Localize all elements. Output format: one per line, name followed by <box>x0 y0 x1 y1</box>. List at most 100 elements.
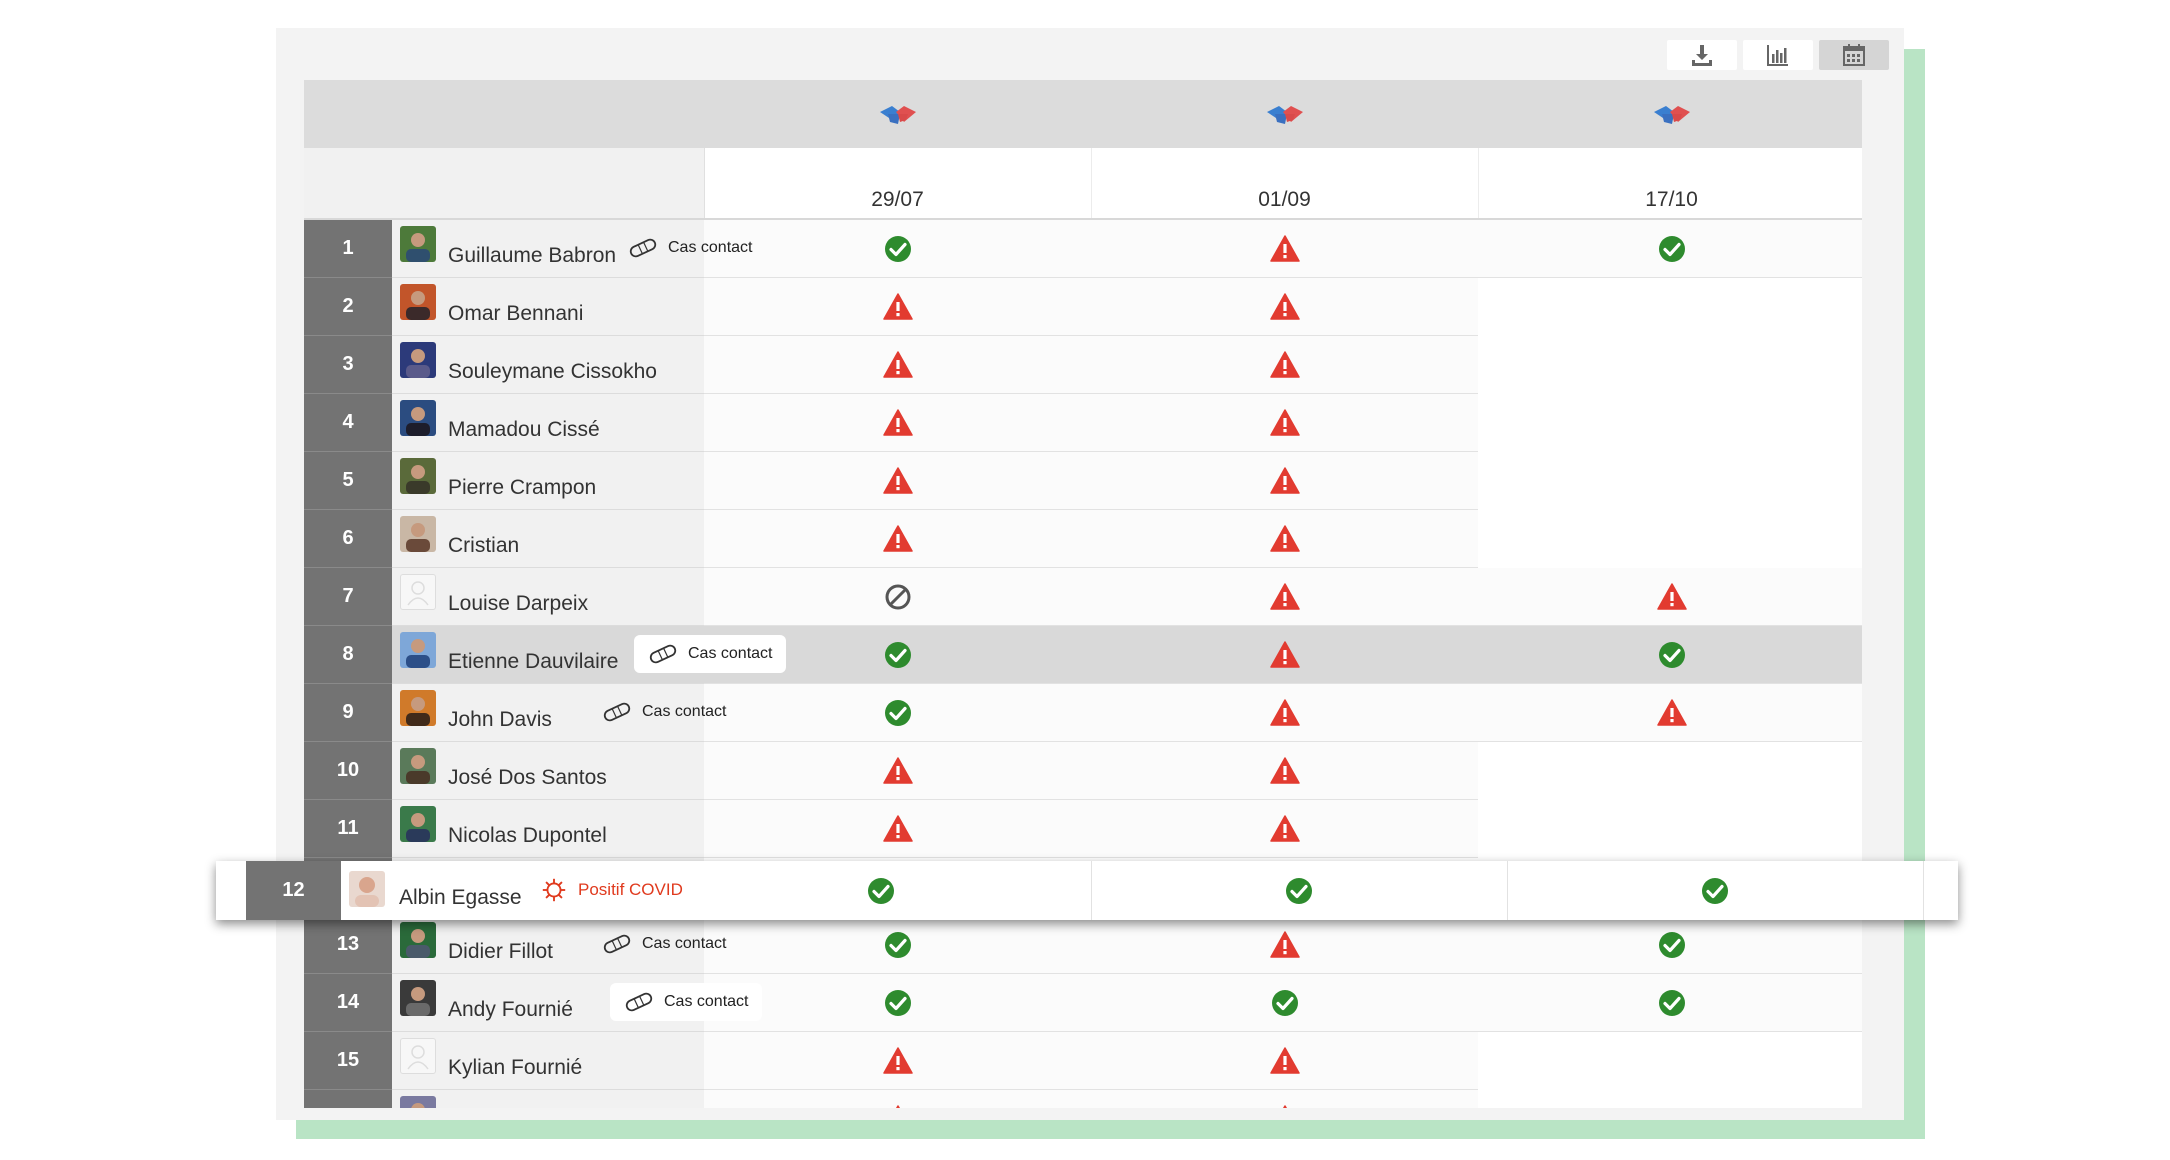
status-cell[interactable] <box>1478 220 1862 278</box>
player-row[interactable]: 11 Nicolas Dupontel <box>304 800 1862 858</box>
status-cell[interactable] <box>704 278 1092 336</box>
status-cell[interactable] <box>704 510 1092 568</box>
status-cell[interactable] <box>1478 916 1862 974</box>
status-cell[interactable] <box>671 861 1092 920</box>
warning-triangle-icon <box>882 756 913 784</box>
status-cell[interactable] <box>1091 974 1479 1032</box>
player-row[interactable]: 10 José Dos Santos <box>304 742 1862 800</box>
row-number: 7 <box>304 568 392 626</box>
status-cell[interactable] <box>1478 452 1862 510</box>
player-name-cell[interactable]: Didier Fillot Cas contact <box>392 916 726 974</box>
player-name-cell[interactable]: Cristian <box>392 510 704 568</box>
status-cell[interactable] <box>704 394 1092 452</box>
player-name-cell[interactable]: John Davis Cas contact <box>392 684 726 742</box>
status-cell[interactable] <box>1478 1032 1862 1090</box>
status-cell[interactable] <box>1091 336 1479 394</box>
status-cell[interactable] <box>1091 626 1479 684</box>
covid-status-badge: Positif COVID <box>526 871 697 909</box>
status-cell[interactable] <box>1478 510 1862 568</box>
status-cell[interactable] <box>1091 220 1479 278</box>
status-cell[interactable] <box>1478 336 1862 394</box>
player-row[interactable]: 3 Souleymane Cissokho <box>304 336 1862 394</box>
status-cell[interactable] <box>1478 800 1862 858</box>
event-date-header[interactable]: 17/10 <box>1478 148 1862 218</box>
status-cell[interactable] <box>1091 684 1479 742</box>
status-cell[interactable] <box>1091 861 1508 920</box>
player-row[interactable]: 13 Didier Fillot Cas contact <box>304 916 1862 974</box>
event-date-header[interactable]: 29/07 <box>704 148 1092 218</box>
status-cell[interactable] <box>704 974 1092 1032</box>
player-name-cell[interactable]: Louise Darpeix <box>392 568 704 626</box>
status-cell[interactable] <box>1091 800 1479 858</box>
player-row[interactable]: 1 Guillaume Babron Cas contact <box>304 220 1862 278</box>
status-cell[interactable] <box>1478 626 1862 684</box>
player-name-cell[interactable] <box>392 1090 704 1108</box>
status-cell[interactable] <box>704 336 1092 394</box>
bandage-icon <box>603 934 631 954</box>
player-row[interactable]: 5 Pierre Crampon <box>304 452 1862 510</box>
avatar <box>400 284 436 320</box>
status-cell[interactable] <box>1091 452 1479 510</box>
status-cell[interactable] <box>1091 1090 1479 1108</box>
view-toolbar <box>1667 40 1889 70</box>
avatar <box>400 458 436 494</box>
player-row[interactable]: 6 Cristian <box>304 510 1862 568</box>
player-row[interactable]: 8 Etienne Dauvilaire Cas contact <box>304 626 1862 684</box>
status-cell[interactable] <box>1478 684 1862 742</box>
player-name-cell[interactable]: Nicolas Dupontel <box>392 800 704 858</box>
player-row[interactable] <box>304 1090 1862 1108</box>
status-cell[interactable] <box>1091 394 1479 452</box>
status-cell[interactable] <box>1478 1090 1862 1108</box>
status-cell[interactable] <box>704 684 1092 742</box>
status-cell[interactable] <box>704 452 1092 510</box>
player-row[interactable]: 9 John Davis Cas contact <box>304 684 1862 742</box>
status-cell[interactable] <box>1478 278 1862 336</box>
status-cell[interactable] <box>704 916 1092 974</box>
status-cell[interactable] <box>1478 742 1862 800</box>
status-cell[interactable] <box>1091 1032 1479 1090</box>
warning-triangle-icon <box>1269 466 1300 494</box>
calendar-button[interactable] <box>1819 40 1889 70</box>
player-name-cell[interactable]: Omar Bennani <box>392 278 704 336</box>
player-name-cell[interactable]: Pierre Crampon <box>392 452 704 510</box>
attendance-panel: 29/07 01/09 17/10 1 Guillaume Babron Cas con… <box>276 28 1904 1120</box>
status-cell[interactable] <box>704 220 1092 278</box>
player-name-cell[interactable]: Guillaume Babron Cas contact <box>392 220 752 278</box>
player-name: Guillaume Babron <box>448 244 617 267</box>
status-cell[interactable] <box>1091 742 1479 800</box>
player-row[interactable]: 14 Andy Fournié Cas contact <box>304 974 1862 1032</box>
status-cell[interactable] <box>704 1090 1092 1108</box>
dragged-row[interactable]: 12 Albin Egasse Positif COVID <box>216 861 1958 920</box>
status-cell[interactable] <box>704 800 1092 858</box>
player-name-cell[interactable]: José Dos Santos <box>392 742 704 800</box>
status-cell[interactable] <box>1091 568 1479 626</box>
player-name-cell[interactable]: Andy Fournié Cas contact <box>392 974 763 1032</box>
row-number: 3 <box>304 336 392 394</box>
status-cell[interactable] <box>1478 974 1862 1032</box>
avatar <box>400 516 436 552</box>
status-cell[interactable] <box>1507 861 1924 920</box>
statistics-button[interactable] <box>1743 40 1813 70</box>
download-button[interactable] <box>1667 40 1737 70</box>
player-name-cell[interactable]: Etienne Dauvilaire Cas contact <box>392 626 787 684</box>
check-circle-icon <box>884 931 911 958</box>
status-cell[interactable] <box>1478 394 1862 452</box>
status-cell[interactable] <box>704 1032 1092 1090</box>
player-name: John Davis <box>448 708 552 731</box>
status-cell[interactable] <box>704 742 1092 800</box>
status-cell[interactable] <box>1091 916 1479 974</box>
player-name: Cristian <box>448 534 520 557</box>
status-cell[interactable] <box>1478 568 1862 626</box>
player-name-cell[interactable]: Mamadou Cissé <box>392 394 704 452</box>
player-row[interactable]: 2 Omar Bennani <box>304 278 1862 336</box>
player-row[interactable]: 4 Mamadou Cissé <box>304 394 1862 452</box>
player-row[interactable]: 7 Louise Darpeix <box>304 568 1862 626</box>
event-date-header[interactable]: 01/09 <box>1091 148 1479 218</box>
status-cell[interactable] <box>704 568 1092 626</box>
player-name-cell[interactable]: Souleymane Cissokho <box>392 336 704 394</box>
status-cell[interactable] <box>1091 510 1479 568</box>
player-name-cell[interactable]: Kylian Fournié <box>392 1032 704 1090</box>
contact-case-badge: Cas contact <box>610 983 763 1021</box>
player-row[interactable]: 15 Kylian Fournié <box>304 1032 1862 1090</box>
status-cell[interactable] <box>1091 278 1479 336</box>
